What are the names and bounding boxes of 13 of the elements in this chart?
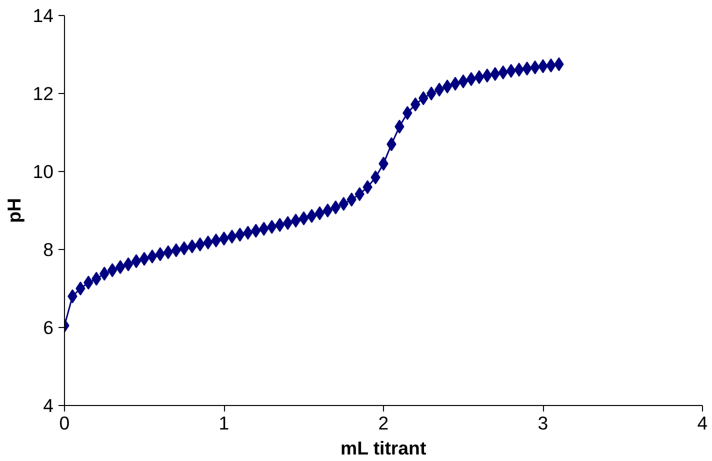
y-tick-label: 14: [32, 5, 54, 26]
x-tick-label: 0: [59, 412, 70, 434]
y-tick-label: 6: [43, 317, 54, 338]
x-tick-label: 3: [538, 412, 548, 434]
x-tick-label: 4: [697, 412, 708, 434]
x-axis-title: mL titrant: [340, 438, 426, 458]
y-axis-title: pH: [4, 198, 25, 223]
y-tick-label: 8: [43, 239, 54, 260]
y-tick-label: 4: [43, 395, 54, 416]
y-tick-label: 10: [32, 161, 54, 182]
y-tick-label: 12: [32, 83, 54, 104]
x-tick-label: 1: [218, 412, 230, 434]
x-tick-label: 2: [378, 412, 389, 434]
